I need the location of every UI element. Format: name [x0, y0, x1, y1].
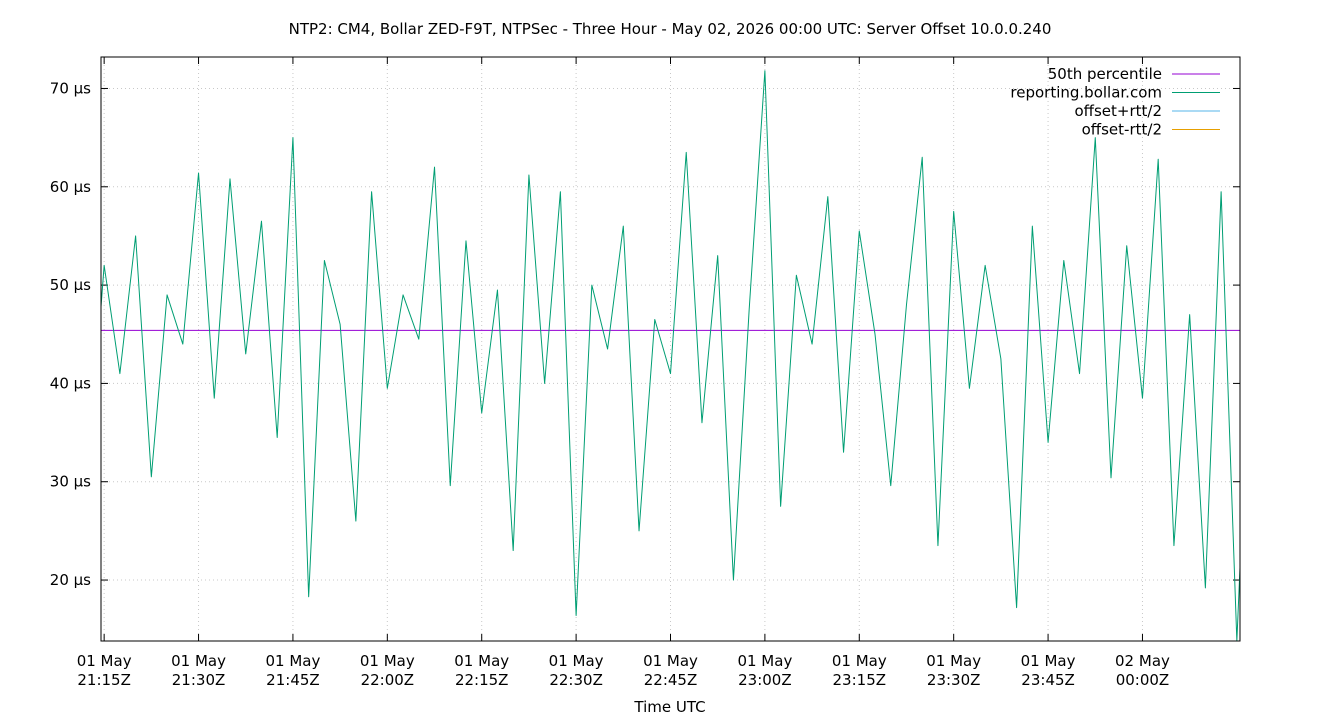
x-axis-label: Time UTC	[633, 698, 705, 716]
x-tick-label-date: 01 May	[832, 652, 887, 670]
legend-label: 50th percentile	[1048, 65, 1162, 83]
y-tick-label: 60 µs	[50, 178, 91, 196]
grid-lines	[101, 57, 1240, 641]
legend-label: reporting.bollar.com	[1010, 84, 1162, 102]
x-tick-label-time: 22:00Z	[361, 671, 415, 689]
x-tick-label-date: 01 May	[171, 652, 226, 670]
x-tick-label-time: 21:45Z	[266, 671, 320, 689]
x-tick-label-time: 21:30Z	[172, 671, 226, 689]
y-axis: 20 µs 30 µs 40 µs 50 µs 60 µs 70 µs	[50, 79, 1240, 589]
y-tick-label: 50 µs	[50, 276, 91, 294]
legend: 50th percentilereporting.bollar.comoffse…	[1010, 65, 1220, 139]
x-tick-label-time: 23:30Z	[927, 671, 981, 689]
x-tick-label-date: 01 May	[643, 652, 698, 670]
legend-label: offset-rtt/2	[1082, 121, 1162, 139]
chart-title: NTP2: CM4, Bollar ZED-F9T, NTPSec - Thre…	[289, 20, 1052, 38]
legend-label: offset+rtt/2	[1074, 102, 1162, 120]
x-tick-label-date: 01 May	[265, 652, 320, 670]
x-tick-label-time: 23:00Z	[738, 671, 792, 689]
offset-series-line	[101, 70, 1240, 641]
x-tick-label-date: 02 May	[1115, 652, 1170, 670]
x-tick-label-date: 01 May	[737, 652, 792, 670]
x-tick-label-time: 00:00Z	[1116, 671, 1170, 689]
x-tick-label-time: 21:15Z	[77, 671, 131, 689]
x-tick-label-date: 01 May	[926, 652, 981, 670]
x-tick-label-date: 01 May	[77, 652, 132, 670]
x-tick-label-date: 01 May	[549, 652, 604, 670]
y-tick-label: 70 µs	[50, 79, 91, 97]
y-tick-label: 40 µs	[50, 374, 91, 392]
x-tick-label-date: 01 May	[360, 652, 415, 670]
x-tick-label-time: 22:15Z	[455, 671, 509, 689]
series-layer	[101, 70, 1240, 641]
x-tick-label-time: 23:15Z	[833, 671, 887, 689]
x-tick-label-time: 23:45Z	[1021, 671, 1075, 689]
plot-border	[100, 56, 1241, 642]
x-tick-label-date: 01 May	[454, 652, 509, 670]
x-tick-label-time: 22:30Z	[549, 671, 603, 689]
x-tick-label-date: 01 May	[1021, 652, 1076, 670]
y-tick-label: 30 µs	[50, 473, 91, 491]
y-tick-label: 20 µs	[50, 571, 91, 589]
x-tick-label-time: 22:45Z	[644, 671, 698, 689]
